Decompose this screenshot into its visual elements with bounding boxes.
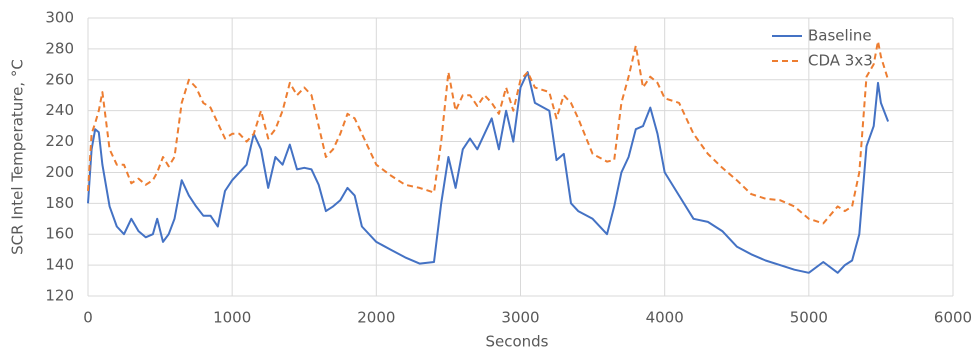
y-tick-label: 200: [45, 163, 74, 181]
data-line: [87, 71, 890, 274]
x-tick-label: 3000: [501, 309, 539, 327]
legend-label: CDA 3x3: [808, 52, 873, 70]
legend-label: Baseline: [808, 27, 872, 45]
x-tick-label: 0: [83, 309, 93, 327]
y-tick-label: 240: [45, 101, 74, 119]
x-tick-label: 1000: [213, 309, 251, 327]
y-tick-label: 180: [45, 194, 74, 212]
y-tick-label: 260: [45, 70, 74, 88]
x-tick-label: 2000: [357, 309, 395, 327]
y-tick-label: 160: [45, 225, 74, 243]
x-tick-label: 6000: [934, 309, 972, 327]
y-tick-label: 300: [45, 9, 74, 27]
y-tick-label: 220: [45, 132, 74, 150]
x-tick-label: 5000: [790, 309, 828, 327]
x-axis-title: Seconds: [485, 333, 548, 351]
y-axis-title: SCR Intel Temperature, °C: [9, 59, 27, 255]
y-tick-label: 140: [45, 256, 74, 274]
data-line: [87, 40, 890, 225]
y-tick-label: 280: [45, 39, 74, 57]
y-tick-label: 120: [45, 287, 74, 305]
x-tick-label: 4000: [646, 309, 684, 327]
